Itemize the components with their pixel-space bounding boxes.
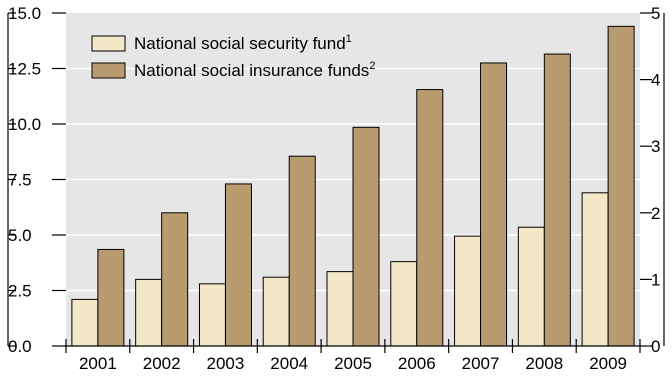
x-tick-label: 2002 <box>143 354 181 373</box>
bar <box>198 283 226 347</box>
x-tick-label: 2009 <box>589 354 627 373</box>
legend: National social security fund1 National … <box>91 33 375 80</box>
bar <box>352 126 380 347</box>
bar <box>135 278 163 347</box>
y-tick-label-left: 0.0 <box>8 337 32 356</box>
bar <box>262 276 290 347</box>
x-tick-label: 2007 <box>462 354 500 373</box>
y-tick-label-left: 10.0 <box>8 115 41 134</box>
y-tick-label-right: 4 <box>651 71 660 90</box>
legend-footnote-1: 1 <box>346 33 352 45</box>
y-tick-label-left: 5.0 <box>8 226 32 245</box>
x-tick-label: 2005 <box>334 354 372 373</box>
bar <box>480 62 508 347</box>
y-tick-label-right: 5 <box>651 4 660 23</box>
bar <box>161 212 189 347</box>
y-tick-label-right: 3 <box>651 137 660 156</box>
x-tick-label: 2008 <box>525 354 563 373</box>
bar <box>71 298 99 347</box>
bar <box>607 25 635 347</box>
y-tick-label-right: 1 <box>651 270 660 289</box>
x-tick-label: 2001 <box>79 354 117 373</box>
bars <box>71 25 635 347</box>
bar <box>416 89 444 347</box>
y-tick-label-left: 15.0 <box>8 4 41 23</box>
bar <box>454 235 482 347</box>
y-tick-label-left: 12.5 <box>8 60 41 79</box>
y-tick-label-right: 0 <box>651 337 660 356</box>
legend-label-national-social-security-fund: National social security fund1 <box>134 33 352 53</box>
legend-label-national-social-insurance-funds: National social insurance funds2 <box>134 60 375 80</box>
bar <box>517 226 545 347</box>
x-tick-label: 2006 <box>398 354 436 373</box>
legend-label-text: National social security fund <box>134 34 346 53</box>
bar <box>224 183 252 347</box>
legend-swatch-national-social-insurance-funds <box>91 62 126 79</box>
bar <box>581 192 609 347</box>
bar <box>543 53 571 347</box>
bar <box>288 155 316 347</box>
y-tick-label-left: 7.5 <box>8 171 32 190</box>
y-tick-label-left: 2.5 <box>8 282 32 301</box>
bar <box>97 248 125 347</box>
legend-swatch-national-social-security-fund <box>91 35 126 52</box>
x-tick-label: 2004 <box>270 354 308 373</box>
bar <box>326 271 354 347</box>
x-tick-label: 2003 <box>207 354 245 373</box>
legend-footnote-2: 2 <box>369 60 375 72</box>
legend-label-text: National social insurance funds <box>134 61 369 80</box>
bar <box>390 261 418 347</box>
y-tick-label-right: 2 <box>651 204 660 223</box>
axes: 0.0 2.5 5.0 7.5 10.0 12.5 15.0 0 1 2 3 4 5 2001 2002 20… <box>7 4 665 373</box>
